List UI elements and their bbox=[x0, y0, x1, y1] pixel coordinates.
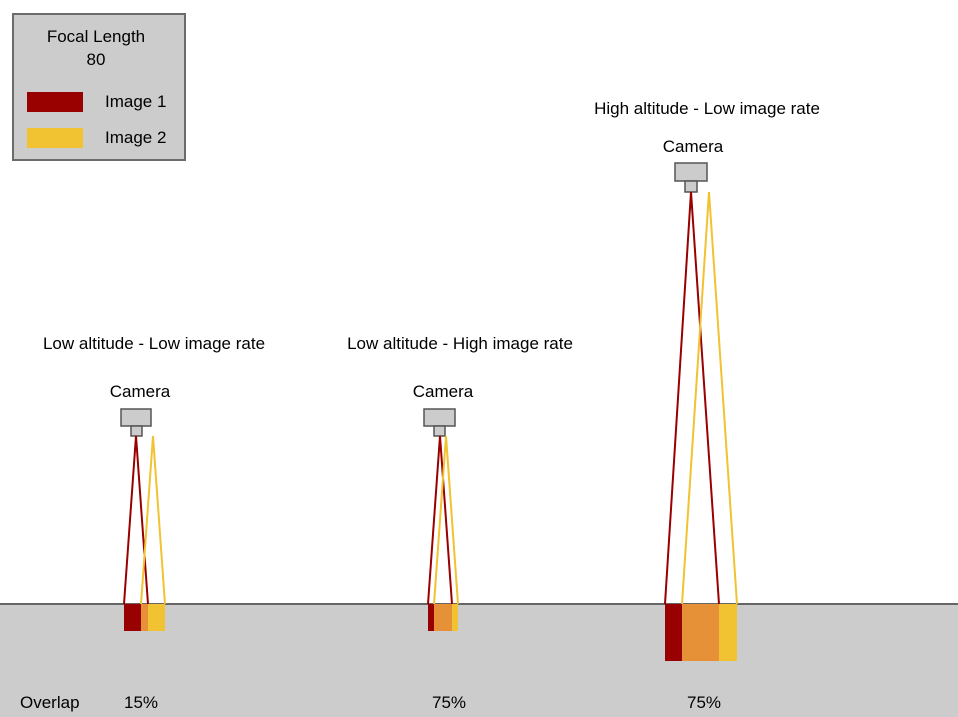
scenario-2-camera-label: Camera bbox=[413, 382, 474, 401]
scenario-3: High altitude - Low image rate Camera 75… bbox=[594, 99, 820, 712]
overlap-row-label: Overlap bbox=[20, 693, 80, 712]
legend-item-image-1: Image 1 bbox=[27, 92, 182, 112]
scenario-1-image-1-footprint bbox=[124, 604, 141, 631]
scenario-2: Low altitude - High image rate Camera 75… bbox=[347, 334, 573, 712]
scenario-1-overlap-value: 15% bbox=[124, 693, 158, 712]
scenario-1-camera-icon bbox=[120, 408, 152, 437]
scenario-3-image-1-cone bbox=[664, 191, 720, 605]
scenario-3-image-2-footprint bbox=[719, 604, 737, 661]
scenario-2-camera-icon bbox=[423, 408, 456, 437]
scenario-1-image-2-cone bbox=[140, 435, 166, 605]
scenario-2-image-1-cone bbox=[427, 435, 453, 605]
scenario-1-image-1-cone bbox=[123, 435, 149, 605]
scenario-1-title: Low altitude - Low image rate bbox=[43, 334, 265, 353]
scenario-3-image-1-footprint bbox=[665, 604, 682, 661]
scenario-3-camera-label: Camera bbox=[663, 137, 724, 156]
scenario-3-title: High altitude - Low image rate bbox=[594, 99, 820, 118]
scenario-2-image-2-cone bbox=[433, 435, 459, 605]
scenario-2-image-1-footprint bbox=[428, 604, 434, 631]
scenario-2-title: Low altitude - High image rate bbox=[347, 334, 573, 353]
legend: Focal Length 80 Image 1 Image 2 bbox=[12, 13, 186, 161]
legend-swatch-image-2 bbox=[27, 128, 83, 148]
legend-item-image-2: Image 2 bbox=[27, 128, 182, 148]
legend-swatch-image-1 bbox=[27, 92, 83, 112]
scenario-2-overlap-footprint bbox=[434, 604, 452, 631]
scenario-3-overlap-footprint bbox=[682, 604, 719, 661]
scenario-3-image-2-cone bbox=[681, 191, 738, 605]
legend-label-image-1: Image 1 bbox=[105, 92, 167, 111]
scenario-3-camera-icon bbox=[674, 162, 708, 193]
scenario-2-overlap-value: 75% bbox=[432, 693, 466, 712]
legend-title-line-1: Focal Length bbox=[46, 27, 146, 46]
legend-label-image-2: Image 2 bbox=[105, 128, 167, 147]
scenario-1-image-2-footprint bbox=[148, 604, 165, 631]
legend-title: Focal Length 80 bbox=[26, 25, 166, 71]
scenario-1-overlap-footprint bbox=[141, 604, 148, 631]
scenario-2-image-2-footprint bbox=[452, 604, 458, 631]
scenario-1: Low altitude - Low image rate Camera 15% bbox=[43, 334, 265, 712]
scenario-3-overlap-value: 75% bbox=[687, 693, 721, 712]
scenario-1-camera-label: Camera bbox=[110, 382, 171, 401]
legend-title-line-2: 80 bbox=[86, 50, 106, 69]
